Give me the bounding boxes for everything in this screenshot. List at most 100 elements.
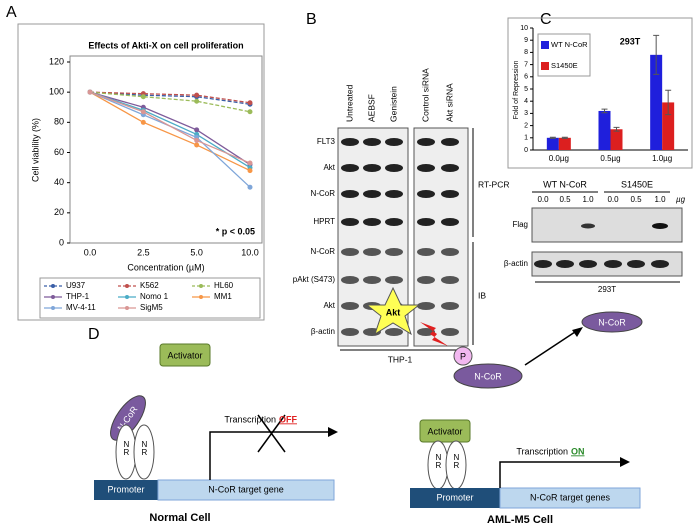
- off-label: OFF: [279, 414, 297, 424]
- band: [417, 276, 435, 284]
- series-line: [89, 91, 251, 105]
- legend-label: K562: [140, 281, 159, 290]
- y-tick-label: 9: [524, 37, 528, 44]
- lane-label: 1.0: [582, 195, 594, 204]
- lane-label: 0.0: [607, 195, 619, 204]
- band: [579, 260, 597, 268]
- group-label: WT N-CoR: [543, 179, 587, 189]
- panel-label: A: [6, 4, 17, 21]
- band: [441, 276, 459, 284]
- y-tick-label: 5: [524, 86, 528, 93]
- row-label: β-actin: [311, 327, 335, 336]
- legend-label: HL60: [214, 281, 234, 290]
- band: [385, 138, 403, 146]
- series-line: [89, 91, 251, 164]
- phospho-label: P: [460, 351, 466, 361]
- data-point: [140, 94, 146, 100]
- promoter-label: Promoter: [107, 484, 144, 494]
- product-label: N-CoR: [598, 317, 626, 327]
- bar: [598, 110, 611, 150]
- kinase-label: Akt: [386, 307, 401, 317]
- band: [604, 260, 622, 268]
- series-line: [89, 91, 251, 172]
- row-label: β-actin: [504, 259, 528, 268]
- data-point: [194, 92, 200, 98]
- error-bar: [561, 136, 568, 139]
- legend-label: MM1: [214, 292, 232, 301]
- data-point: [247, 100, 253, 106]
- panel-label: D: [88, 326, 100, 343]
- y-tick-label: 60: [54, 147, 64, 157]
- legend-marker: [125, 295, 129, 299]
- legend-frame: [39, 277, 261, 319]
- legend-label: U937: [66, 281, 86, 290]
- promoter-box: [94, 480, 158, 500]
- legend-label: S1450E: [551, 61, 578, 70]
- band: [385, 218, 403, 226]
- legend-marker: [51, 306, 55, 310]
- data-point: [247, 160, 253, 166]
- bar: [546, 137, 559, 150]
- band: [441, 328, 459, 336]
- legend-swatch: [541, 62, 549, 70]
- activator-label: Activator: [167, 350, 202, 360]
- band: [363, 248, 381, 256]
- cell-line-label: 293T: [598, 285, 616, 294]
- error-bar: [601, 108, 608, 114]
- arrowhead: [572, 327, 583, 337]
- legend-label: THP-1: [66, 292, 90, 301]
- x-tick-label: 2.5: [137, 247, 150, 257]
- series-line: [89, 91, 251, 113]
- cell-label: Normal Cell: [149, 512, 210, 524]
- x-tick-label: 1.0µg: [652, 154, 672, 163]
- column-label: Genistein: [388, 86, 398, 122]
- data-point: [247, 109, 253, 115]
- cell-label: AML-M5 Cell: [487, 514, 553, 526]
- legend-marker: [199, 295, 203, 299]
- band: [627, 260, 645, 268]
- band: [385, 190, 403, 198]
- band: [341, 302, 359, 310]
- x-tick-label: 0.0: [84, 247, 97, 257]
- data-point: [140, 109, 146, 115]
- y-tick-label: 8: [524, 49, 528, 56]
- lane-label: 0.0: [537, 195, 549, 204]
- data-point: [194, 142, 200, 148]
- blot-box: [413, 127, 469, 347]
- line-chart: Effects of Akti-X on cell proliferation 0…: [30, 40, 263, 312]
- legend-label: MV-4-11: [66, 303, 96, 312]
- y-tick-label: 1: [524, 135, 528, 142]
- promoter-box: [410, 488, 500, 508]
- y-tick-label: 3: [524, 110, 528, 117]
- y-tick-label: 4: [524, 98, 528, 105]
- band: [385, 328, 403, 336]
- y-tick-label: 100: [49, 87, 64, 97]
- x-tick-label: 0.0µg: [549, 154, 569, 163]
- unit-label: µg: [676, 195, 686, 204]
- row-label: Flag: [512, 220, 528, 229]
- band: [385, 248, 403, 256]
- transcription-arrow: [499, 461, 622, 488]
- chart-title: 293T: [620, 36, 641, 46]
- gene-label: N-CoR target gene: [208, 484, 284, 494]
- row-label: HPRT: [313, 217, 335, 226]
- lightning-icon: [420, 322, 448, 346]
- cross: [257, 414, 286, 453]
- band: [341, 328, 359, 336]
- row-label: pAkt (S473): [293, 275, 336, 284]
- band: [341, 190, 359, 198]
- cell-line-label: THP-1: [388, 354, 413, 364]
- band: [534, 260, 552, 268]
- bar: [558, 137, 571, 150]
- receptor-label: NR: [434, 453, 443, 469]
- lane-label: 0.5: [559, 195, 571, 204]
- legend-marker: [125, 284, 129, 288]
- band: [417, 248, 435, 256]
- series-line: [89, 91, 251, 104]
- band: [441, 302, 459, 310]
- receptor-label: NR: [452, 453, 461, 469]
- legend-marker: [199, 284, 203, 288]
- row-label: Akt: [323, 163, 335, 172]
- data-point: [140, 119, 146, 125]
